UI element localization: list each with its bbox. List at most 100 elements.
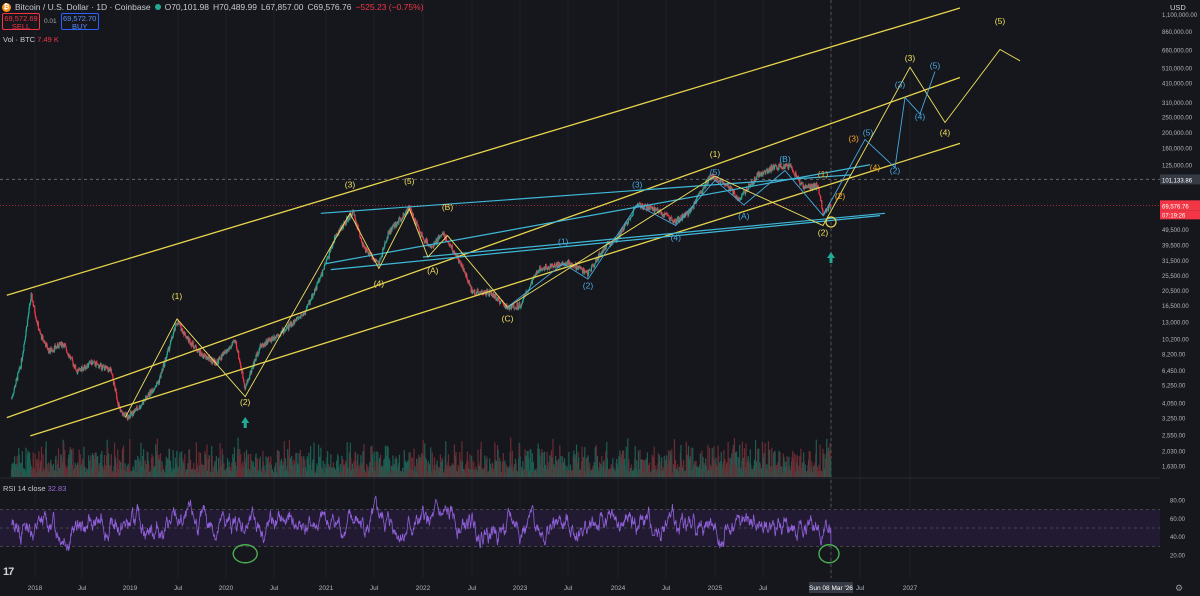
candle-body [259,347,261,349]
rsi-legend[interactable]: RSI 14 close 32.83 [3,484,66,493]
candle-body [34,312,36,317]
volume-bar [278,451,280,477]
candle-body [101,369,103,371]
volume-bar [392,455,394,477]
volume-bar [88,455,90,477]
candle-body [362,242,365,247]
candle-body [114,386,116,391]
candle-body [202,357,204,358]
volume-bar [419,459,422,477]
settings-gear-icon[interactable]: ⚙ [1175,583,1184,593]
candle-body [345,222,347,225]
volume-bar [188,449,191,477]
candle-body [826,209,828,212]
price-tick-label: 860,000.00 [1162,30,1193,36]
price-tick-label: 510,000.00 [1162,66,1193,72]
candle-body [415,222,417,225]
candle-body [39,330,41,333]
candle-body [732,189,734,195]
candle-body [148,395,150,397]
candle-body [495,294,497,301]
candle-body [146,397,148,399]
volume-bar [361,463,363,477]
volume-bar [541,449,543,477]
volume-bar [673,439,676,477]
volume-bar [525,455,527,477]
ohlc-change: −525.23 (−0.75%) [355,2,424,12]
candle-body [343,221,346,223]
candle-body [784,165,786,169]
volume-bar [376,460,378,477]
candle-body [260,346,262,348]
candle-body [70,357,72,359]
candle-body [254,360,257,361]
candle-body [466,278,468,281]
candle-body [506,308,509,310]
candle-body [216,360,218,364]
volume-bar [757,448,759,477]
volume-bar [142,449,145,477]
candle-body [388,233,390,235]
candle-body [806,186,808,187]
candle-body [303,312,305,315]
candle-body [632,211,634,215]
candle-body [235,341,238,349]
candle-body [142,400,145,405]
volume-bar [665,455,667,477]
candle-body [331,248,333,249]
candle-body [519,302,521,309]
candle-body [155,386,157,388]
candle-body [410,209,412,211]
volume-bar [760,468,762,477]
symbol-title[interactable]: Bitcoin / U.S. Dollar · 1D · Coinbase [15,2,151,12]
rsi-tick-label: 60.00 [1170,517,1186,523]
candle-body [110,368,112,374]
candle-body [333,235,336,243]
candle-body [302,315,304,316]
candle-body [78,368,80,370]
buy-button[interactable]: 69,572.70 BUY [60,13,99,31]
candle-body [104,365,106,371]
candle-body [674,219,677,224]
price-tick-label: 3,250.00 [1162,417,1186,423]
candle-body [721,179,723,182]
candle-body [720,179,722,184]
rsi-value: 32.83 [47,484,67,493]
candle-body [821,200,823,208]
candle-body [45,343,47,348]
volume-bar [408,452,410,477]
candle-body [65,346,67,351]
volume-legend[interactable]: Vol · BTC 7.49 K [3,35,59,44]
currency-selector[interactable]: USD [1170,3,1186,12]
volume-bar [389,460,391,477]
candle-body [118,404,120,407]
candle-body [531,279,533,284]
candle-body [64,344,66,346]
volume-bar [181,451,183,477]
volume-bar [156,438,158,477]
candle-body [788,164,790,169]
volume-bar [723,449,725,477]
candle-body [818,188,820,195]
candle-body [730,186,732,192]
candle-body [162,365,164,371]
candle-body [307,304,309,306]
volume-bar [664,460,666,477]
candle-body [281,330,283,332]
candle-body [429,244,431,247]
volume-bar [299,449,301,477]
sell-button[interactable]: 69,572.69 SELL [2,13,40,31]
volume-bar [36,459,38,477]
candle-body [191,344,193,347]
candle-body [757,173,759,175]
volume-bar [569,464,572,477]
volume-bar [257,458,259,477]
volume-bar [809,451,811,477]
trend-line [320,174,851,214]
volume-bar [362,450,364,477]
price-tick-label: 10,200.00 [1162,337,1189,343]
candle-body [41,334,44,337]
candle-body [99,364,101,367]
candle-body [364,246,366,249]
